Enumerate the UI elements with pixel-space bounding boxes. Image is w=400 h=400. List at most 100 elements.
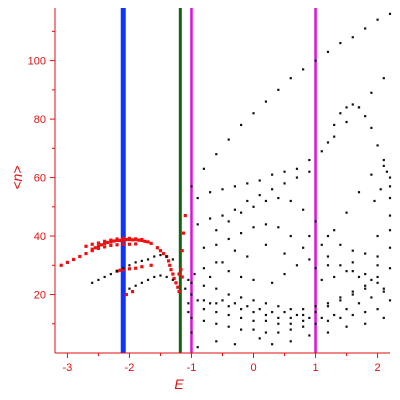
spectrum-point bbox=[146, 278, 150, 282]
ground-band-point bbox=[84, 244, 88, 248]
spectrum-point bbox=[215, 287, 218, 290]
spectrum-point bbox=[370, 126, 373, 129]
spectrum-point bbox=[302, 325, 305, 328]
spectrum-point bbox=[345, 211, 348, 214]
spectrum-point bbox=[376, 264, 379, 267]
spectrum-point bbox=[295, 264, 299, 267]
spectrum-point bbox=[240, 123, 243, 127]
spectrum-point bbox=[326, 255, 330, 258]
spectrum-point bbox=[271, 281, 274, 284]
spectrum-point bbox=[289, 316, 292, 320]
spectrum-point bbox=[227, 305, 230, 308]
spectrum-point bbox=[388, 214, 392, 217]
spectrum-point bbox=[109, 272, 112, 276]
spectrum-point bbox=[339, 316, 342, 320]
spectrum-point bbox=[345, 325, 348, 328]
spectrum-point bbox=[339, 41, 342, 45]
spectrum-point bbox=[202, 267, 205, 270]
spectrum-point bbox=[153, 275, 156, 279]
ground-band-point bbox=[121, 238, 125, 242]
spectrum-point bbox=[264, 223, 268, 226]
spectrum-point bbox=[165, 275, 168, 279]
spectrum-point bbox=[351, 293, 354, 296]
spectrum-point bbox=[326, 50, 330, 53]
ground-band-point bbox=[90, 242, 94, 246]
spectrum-point bbox=[252, 299, 255, 302]
spectrum-point bbox=[376, 308, 379, 311]
x-tick-label: 0 bbox=[250, 362, 256, 374]
spectrum-point bbox=[345, 106, 348, 109]
ground-band-point bbox=[118, 268, 122, 272]
ground-band-point bbox=[109, 240, 113, 244]
spectrum-point bbox=[339, 243, 342, 246]
spectrum-point bbox=[277, 196, 280, 200]
spectrum-point bbox=[314, 310, 317, 314]
ground-band-point bbox=[121, 236, 125, 240]
x-tick-label: 2 bbox=[375, 362, 381, 374]
ground-band-point bbox=[183, 213, 187, 218]
spectrum-point bbox=[320, 316, 323, 320]
spectrum-point bbox=[302, 68, 305, 71]
x-tick-label: 1 bbox=[312, 362, 318, 374]
spectrum-point bbox=[240, 296, 243, 299]
spectrum-point bbox=[97, 278, 100, 282]
spectrum-point bbox=[91, 281, 94, 284]
spectrum-point bbox=[345, 270, 348, 273]
ground-band-point bbox=[140, 237, 144, 242]
spectrum-point bbox=[289, 328, 292, 331]
spectrum-point bbox=[165, 255, 168, 258]
spectrum-point bbox=[357, 302, 361, 305]
ground-band-point bbox=[121, 268, 125, 272]
spectrum-point bbox=[373, 199, 376, 203]
spectrum-point bbox=[308, 234, 311, 238]
spectrum-point bbox=[295, 313, 299, 317]
spectrum-point bbox=[258, 308, 261, 311]
spectrum-point bbox=[196, 299, 199, 302]
spectrum-point bbox=[187, 310, 190, 314]
spectrum-point bbox=[190, 293, 193, 296]
spectrum-point bbox=[382, 287, 385, 290]
spectrum-point bbox=[351, 290, 354, 293]
ground-band-point bbox=[115, 243, 119, 247]
spectrum-point bbox=[326, 305, 330, 308]
ground-band-point bbox=[78, 254, 82, 259]
ground-band-point bbox=[180, 275, 184, 279]
ground-band-point bbox=[106, 240, 110, 245]
ground-band-point bbox=[149, 241, 153, 245]
spectrum-point bbox=[258, 194, 261, 197]
ground-band-point bbox=[181, 231, 186, 235]
spectrum-point bbox=[388, 299, 392, 302]
spectrum-point bbox=[215, 302, 218, 305]
spectrum-point bbox=[171, 258, 174, 261]
spectrum-point bbox=[208, 275, 212, 279]
spectrum-point bbox=[289, 77, 292, 80]
spectrum-point bbox=[221, 214, 224, 217]
spectrum-point bbox=[227, 220, 230, 223]
spectrum-point bbox=[221, 188, 224, 191]
spectrum-point bbox=[128, 287, 131, 290]
spectrum-point bbox=[357, 275, 361, 279]
x-tick-label: -3 bbox=[63, 362, 73, 374]
x-tick-label: -2 bbox=[125, 362, 135, 374]
spectrum-point bbox=[314, 305, 317, 308]
spectrum-point bbox=[388, 196, 392, 200]
ground-band-point bbox=[171, 272, 175, 276]
spectrum-point bbox=[227, 325, 230, 328]
spectrum-point bbox=[277, 226, 280, 229]
ground-band-point bbox=[127, 267, 132, 271]
spectrum-point bbox=[382, 158, 385, 162]
spectrum-point bbox=[215, 310, 218, 314]
spectrum-point bbox=[258, 337, 261, 340]
spectrum-point bbox=[364, 252, 367, 255]
spectrum-point bbox=[134, 261, 137, 264]
spectrum-point bbox=[190, 185, 193, 188]
spectrum-point bbox=[370, 173, 373, 176]
ground-band-point bbox=[118, 238, 122, 243]
spectrum-point bbox=[357, 106, 361, 109]
ground-band-point bbox=[59, 263, 63, 267]
spectrum-point bbox=[227, 138, 230, 141]
spectrum-point bbox=[283, 182, 286, 185]
spectrum-point bbox=[271, 188, 274, 191]
spectrum-point bbox=[376, 18, 379, 21]
